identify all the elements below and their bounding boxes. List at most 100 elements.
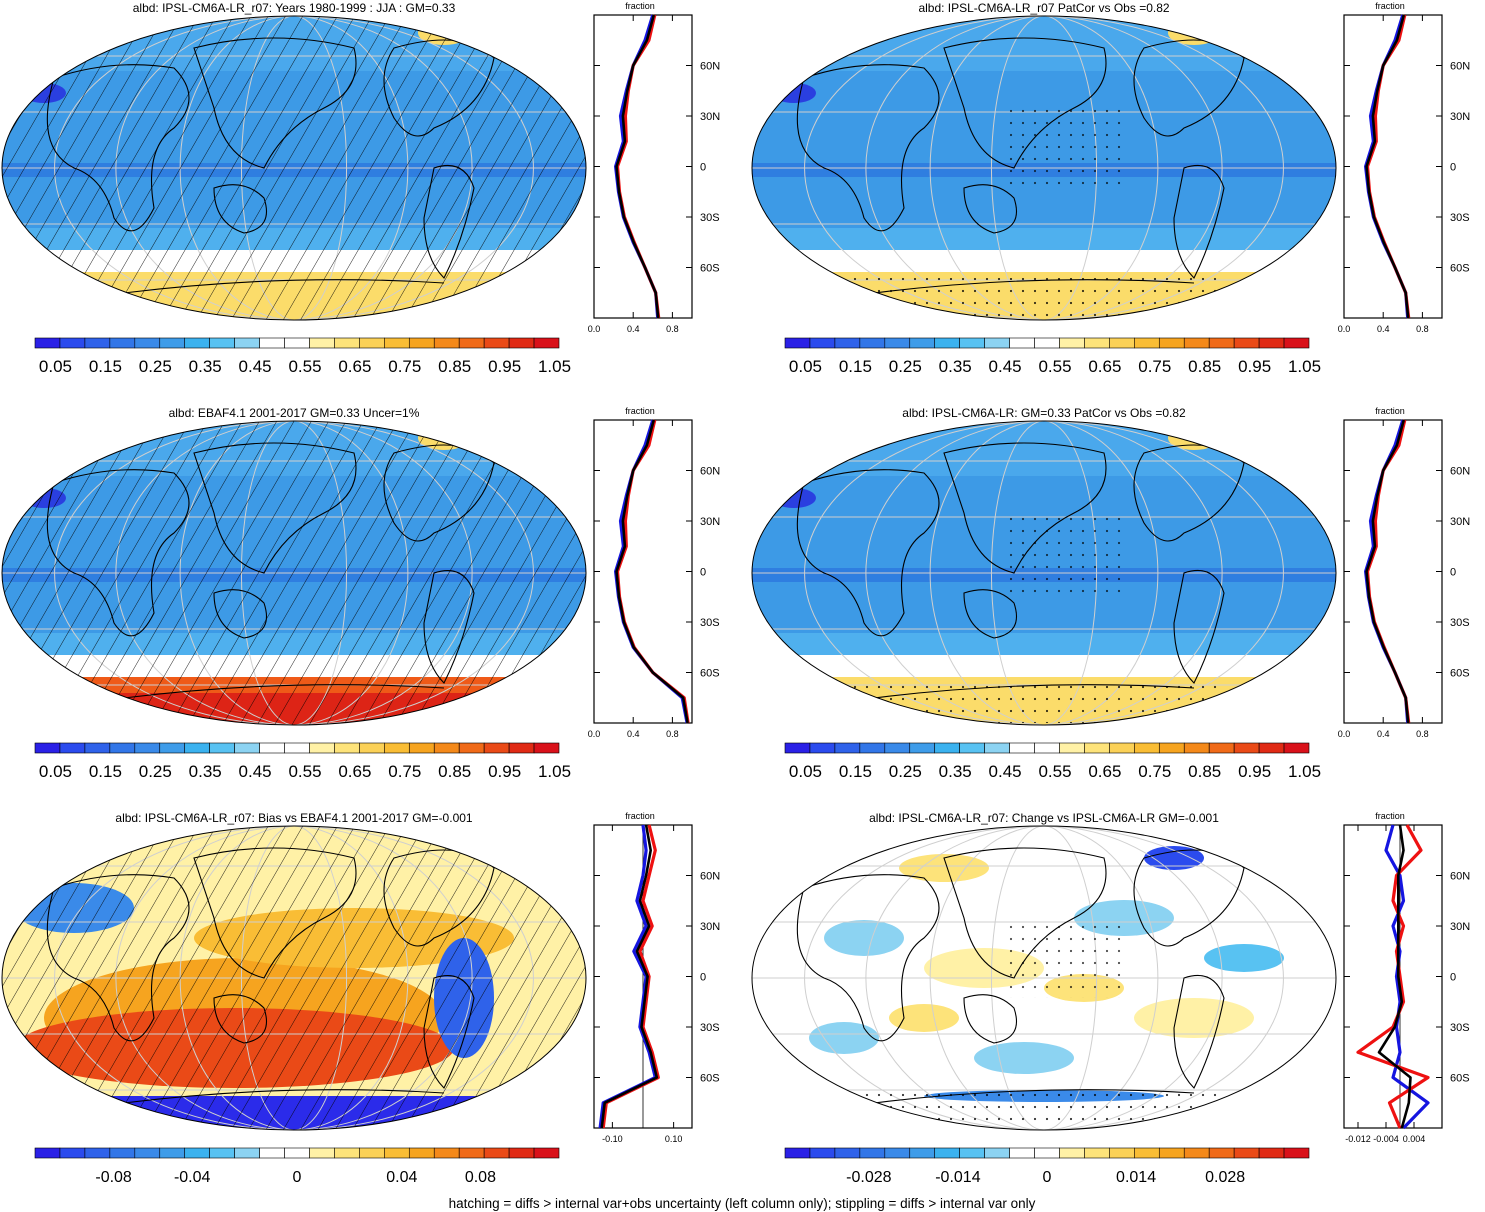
footer-note: hatching = diffs > internal var+obs unce… bbox=[449, 1196, 1036, 1211]
colorbar-tick-label: -0.08 bbox=[95, 1169, 132, 1186]
colorbar-swatch bbox=[359, 337, 385, 349]
colorbar-swatch bbox=[1183, 742, 1210, 754]
colorbar-swatch bbox=[533, 742, 560, 754]
zonal-series-line bbox=[601, 824, 660, 1129]
colorbar-tick-label: 0.45 bbox=[989, 357, 1022, 376]
colorbar: 0.05 0.15 0.25 0.35 0.45 0.55 0.65 0.75 0.85 0.95… bbox=[34, 742, 571, 781]
panel-title: albd: EBAF4.1 2001-2017 GM=0.33 Uncer=1% bbox=[169, 406, 420, 420]
colorbar-tick-label: 0.95 bbox=[488, 357, 521, 376]
colorbar-tick-label: 0.55 bbox=[1038, 357, 1071, 376]
map-border bbox=[1, 825, 587, 1131]
lat-label: 0 bbox=[1450, 162, 1456, 174]
colorbar: 0.05 0.15 0.25 0.35 0.45 0.55 0.65 0.75 0.85 0.95… bbox=[784, 337, 1321, 376]
colorbar-swatch bbox=[359, 1147, 385, 1159]
colorbar-swatch bbox=[1109, 742, 1135, 754]
colorbar-swatch bbox=[109, 1147, 136, 1159]
colorbar-tick-label: 0.85 bbox=[1188, 762, 1221, 781]
zonal-axis-title: fraction bbox=[625, 1, 655, 11]
map-field bbox=[2, 16, 586, 320]
zonal-mean-panel: fraction 60N 30N 0 30S 60S 0.0 0.4 0.8 bbox=[1338, 1, 1470, 334]
colorbar-tick-label: 0 bbox=[1043, 1169, 1052, 1186]
colorbar-swatch bbox=[984, 337, 1010, 349]
colorbar-swatch bbox=[1134, 337, 1160, 349]
colorbar-swatch bbox=[884, 337, 911, 349]
colorbar-tick-label: 1.05 bbox=[1288, 762, 1321, 781]
colorbar-swatch bbox=[533, 1147, 560, 1159]
map-field bbox=[2, 826, 586, 1130]
lat-label: 60S bbox=[1450, 668, 1470, 680]
panel-6: albd: IPSL-CM6A-LR_r07: Change vs IPSL-C… bbox=[751, 811, 1470, 1186]
colorbar-swatch bbox=[1034, 1147, 1060, 1159]
colorbar-tick-label: 0.25 bbox=[139, 762, 172, 781]
lat-label: 30N bbox=[700, 516, 720, 528]
colorbar-swatch bbox=[1084, 337, 1110, 349]
colorbar-swatch bbox=[1258, 1147, 1285, 1159]
colorbar-swatch bbox=[134, 337, 161, 349]
x-tick-label: -0.10 bbox=[602, 1134, 623, 1144]
colorbar-tick-label: 1.05 bbox=[538, 357, 571, 376]
lat-label: 30N bbox=[700, 111, 720, 123]
lat-label: 60S bbox=[700, 263, 720, 275]
colorbar-swatch bbox=[1183, 337, 1210, 349]
lat-label: 60S bbox=[1450, 1073, 1470, 1085]
colorbar-swatch bbox=[984, 742, 1010, 754]
panel-2: albd: IPSL-CM6A-LR_r07 PatCor vs Obs =0.… bbox=[751, 1, 1470, 376]
colorbar-swatch bbox=[433, 1147, 460, 1159]
lat-label: 60S bbox=[1450, 263, 1470, 275]
colorbar-tick-label: 0.75 bbox=[1138, 357, 1171, 376]
lat-label: 0 bbox=[700, 972, 706, 984]
panel-title: albd: IPSL-CM6A-LR_r07: Years 1980-1999 … bbox=[133, 1, 456, 15]
panel-title: albd: IPSL-CM6A-LR_r07: Change vs IPSL-C… bbox=[869, 811, 1219, 825]
colorbar-swatch bbox=[959, 337, 985, 349]
colorbar-swatch bbox=[1183, 1147, 1210, 1159]
colorbar-tick-label: 0.05 bbox=[789, 762, 822, 781]
colorbar-tick-label: 0.55 bbox=[288, 357, 321, 376]
lat-label: 30S bbox=[700, 617, 720, 629]
colorbar-swatch bbox=[909, 742, 936, 754]
colorbar-tick-label: 0.75 bbox=[1138, 762, 1171, 781]
x-tick-label: 0.10 bbox=[665, 1134, 683, 1144]
panel-1: albd: IPSL-CM6A-LR_r07: Years 1980-1999 … bbox=[1, 1, 720, 376]
colorbar: -0.08 -0.04 0 0.04 0.08 bbox=[34, 1147, 560, 1186]
lat-label: 30S bbox=[1450, 617, 1470, 629]
colorbar-swatch bbox=[1158, 1147, 1185, 1159]
colorbar-swatch bbox=[784, 742, 811, 754]
colorbar-swatch bbox=[109, 742, 136, 754]
colorbar-swatch bbox=[209, 742, 235, 754]
panel-4: albd: IPSL-CM6A-LR: GM=0.33 PatCor vs Ob… bbox=[751, 406, 1470, 781]
zonal-mean-panel: fraction 60N 30N 0 30S 60S -0.10 0.10 bbox=[593, 811, 720, 1144]
colorbar-swatch bbox=[159, 1147, 186, 1159]
colorbar-swatch bbox=[34, 1147, 61, 1159]
x-tick-label: 0.0 bbox=[588, 729, 601, 739]
colorbar-swatch bbox=[483, 337, 510, 349]
map-border bbox=[1, 15, 587, 321]
colorbar-swatch bbox=[784, 337, 811, 349]
colorbar-tick-label: -0.04 bbox=[174, 1169, 211, 1186]
colorbar-swatch bbox=[859, 337, 886, 349]
x-tick-label: 0.4 bbox=[1377, 729, 1390, 739]
colorbar-swatch bbox=[1233, 742, 1260, 754]
colorbar-swatch bbox=[959, 742, 985, 754]
lat-label: 60N bbox=[700, 466, 720, 478]
colorbar-swatch bbox=[909, 1147, 936, 1159]
colorbar-swatch bbox=[1034, 337, 1060, 349]
colorbar-swatch bbox=[984, 1147, 1010, 1159]
zonal-axis-title: fraction bbox=[1375, 406, 1405, 416]
colorbar-swatch bbox=[259, 742, 285, 754]
colorbar-swatch bbox=[1059, 742, 1085, 754]
lat-label: 30N bbox=[1450, 921, 1470, 933]
colorbar-swatch bbox=[1109, 337, 1135, 349]
colorbar-swatch bbox=[1134, 1147, 1160, 1159]
colorbar-swatch bbox=[834, 1147, 861, 1159]
colorbar-swatch bbox=[234, 337, 260, 349]
zonal-frame bbox=[593, 419, 693, 724]
colorbar-swatch bbox=[809, 742, 836, 754]
lat-label: 60N bbox=[700, 871, 720, 883]
lat-label: 60N bbox=[1450, 61, 1470, 73]
lat-label: 60N bbox=[1450, 466, 1470, 478]
colorbar-swatch bbox=[934, 1147, 960, 1159]
colorbar-swatch bbox=[234, 1147, 260, 1159]
colorbar-tick-label: 0.35 bbox=[189, 357, 222, 376]
colorbar-swatch bbox=[1208, 1147, 1235, 1159]
